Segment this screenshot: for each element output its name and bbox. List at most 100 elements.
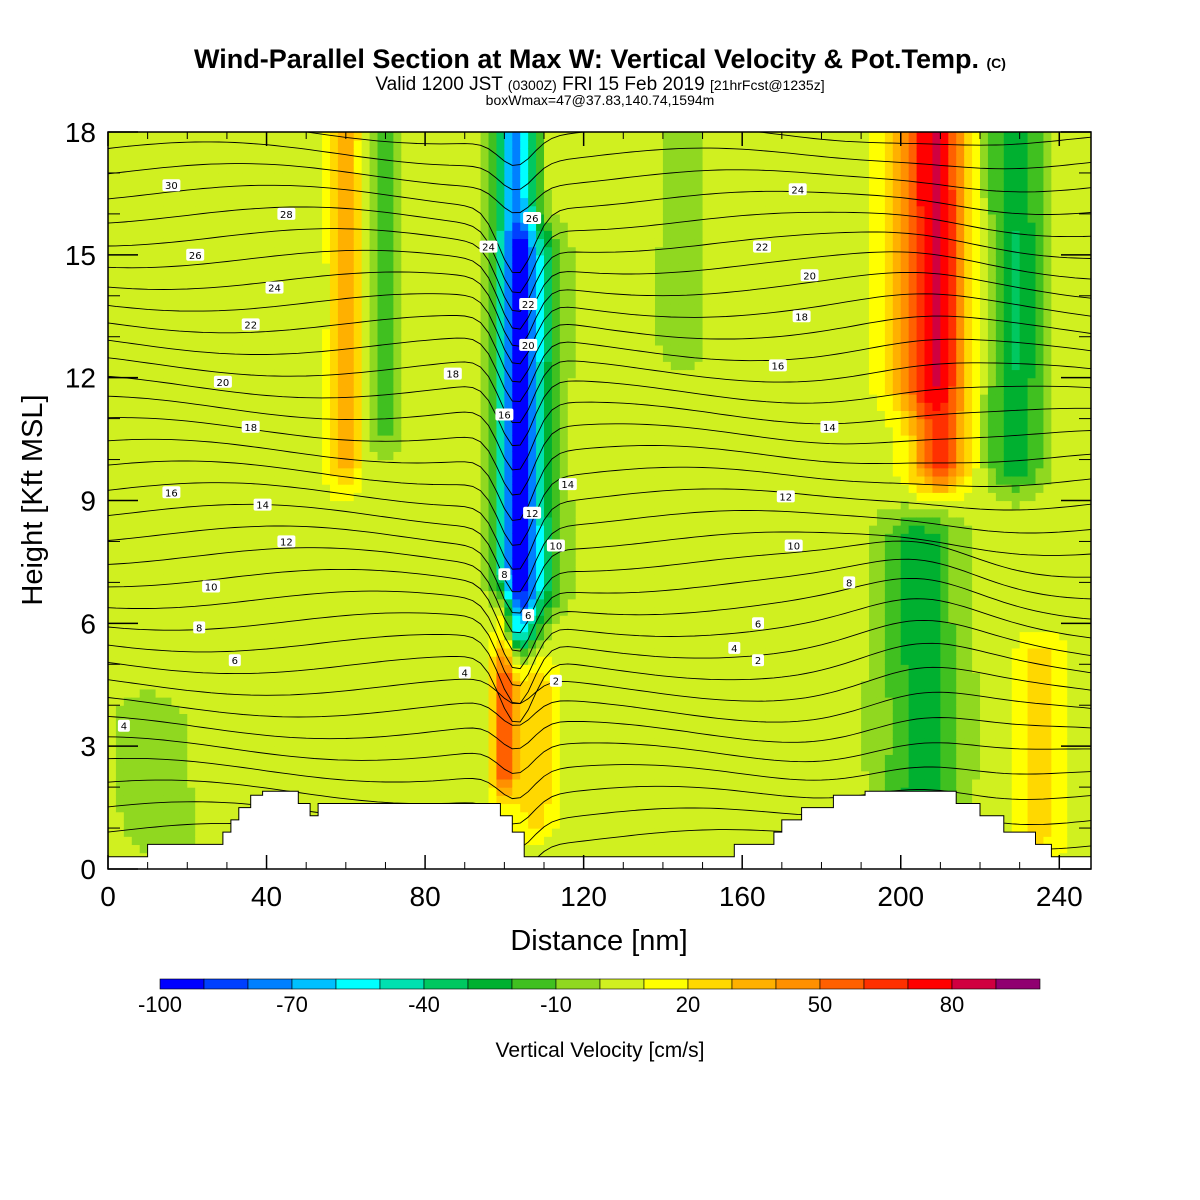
velocity-cell (108, 500, 117, 510)
velocity-cell (361, 353, 371, 362)
velocity-cell (488, 353, 498, 362)
velocity-cell (480, 377, 490, 387)
velocity-cell (361, 369, 371, 379)
velocity-cell (409, 484, 418, 493)
velocity-cell (163, 533, 173, 543)
velocity-cell (187, 418, 196, 428)
velocity-cell (393, 598, 402, 608)
velocity-cell (108, 705, 117, 715)
velocity-cell (464, 590, 474, 600)
velocity-cell (147, 574, 157, 583)
velocity-cell (456, 566, 466, 575)
velocity-cell (440, 598, 450, 608)
velocity-cell (115, 181, 125, 190)
velocity-cell (163, 263, 173, 272)
velocity-cell (226, 287, 236, 297)
velocity-cell (393, 238, 402, 248)
velocity-cell (504, 303, 513, 313)
velocity-cell (322, 778, 331, 788)
velocity-cell (234, 320, 244, 330)
velocity-cell (345, 148, 355, 158)
velocity-cell (369, 492, 379, 502)
velocity-cell (353, 156, 363, 166)
velocity-cell (187, 615, 196, 624)
velocity-cell (187, 828, 196, 837)
velocity-cell (187, 746, 196, 755)
velocity-cell (314, 746, 323, 755)
velocity-cell (456, 500, 466, 510)
velocity-cell (274, 574, 284, 583)
velocity-cell (147, 656, 157, 665)
velocity-cell (353, 729, 363, 739)
velocity-cell (322, 353, 331, 362)
velocity-cell (163, 156, 173, 166)
velocity-cell (123, 164, 133, 174)
velocity-cell (226, 574, 236, 583)
velocity-cell (282, 189, 291, 199)
velocity-cell (329, 762, 339, 772)
velocity-cell (195, 303, 204, 313)
velocity-cell (393, 361, 402, 371)
velocity-cell (203, 246, 212, 256)
velocity-cell (171, 287, 180, 297)
velocity-cell (544, 737, 553, 747)
velocity-cell (155, 181, 165, 190)
velocity-cell (314, 639, 323, 649)
velocity-cell (345, 664, 355, 674)
velocity-cell (218, 566, 228, 575)
velocity-cell (528, 819, 537, 829)
velocity-cell (480, 582, 490, 592)
velocity-cell (440, 279, 450, 289)
velocity-cell (147, 254, 157, 264)
velocity-cell (115, 492, 125, 502)
velocity-cell (266, 664, 276, 674)
velocity-cell (536, 467, 545, 477)
velocity-cell (361, 189, 371, 199)
velocity-cell (290, 230, 299, 240)
velocity-cell (187, 631, 196, 641)
velocity-cell (306, 590, 315, 600)
velocity-cell (274, 312, 284, 321)
velocity-cell (266, 205, 276, 215)
velocity-cell (147, 500, 157, 510)
velocity-cell (258, 402, 268, 412)
velocity-cell (203, 434, 212, 444)
velocity-cell (163, 140, 173, 149)
velocity-cell (226, 688, 236, 698)
velocity-cell (337, 762, 347, 772)
velocity-cell (266, 566, 276, 575)
velocity-cell (218, 238, 228, 248)
velocity-cell (195, 721, 204, 731)
velocity-cell (163, 377, 173, 387)
velocity-cell (115, 287, 125, 297)
velocity-cell (115, 525, 125, 534)
velocity-cell (306, 729, 315, 739)
velocity-cell (488, 647, 498, 657)
velocity-cell (472, 132, 482, 141)
velocity-cell (123, 844, 133, 854)
velocity-cell (242, 246, 252, 256)
velocity-cell (369, 729, 379, 739)
velocity-cell (480, 295, 490, 305)
velocity-cell (322, 402, 331, 412)
velocity-cell (409, 140, 418, 149)
velocity-cell (242, 164, 252, 174)
velocity-cell (377, 672, 387, 682)
velocity-cell (258, 172, 268, 182)
velocity-cell (369, 770, 379, 780)
velocity-cell (147, 811, 157, 821)
velocity-cell (218, 254, 228, 264)
velocity-cell (274, 344, 284, 354)
velocity-cell (520, 705, 529, 715)
velocity-cell (258, 762, 268, 772)
velocity-cell (298, 361, 307, 371)
velocity-cell (155, 320, 165, 330)
velocity-cell (472, 500, 482, 510)
velocity-cell (464, 410, 474, 420)
velocity-cell (385, 344, 394, 354)
velocity-cell (377, 287, 387, 297)
velocity-cell (258, 271, 268, 280)
velocity-cell (266, 328, 276, 338)
velocity-cell (425, 361, 434, 371)
velocity-cell (195, 328, 204, 338)
